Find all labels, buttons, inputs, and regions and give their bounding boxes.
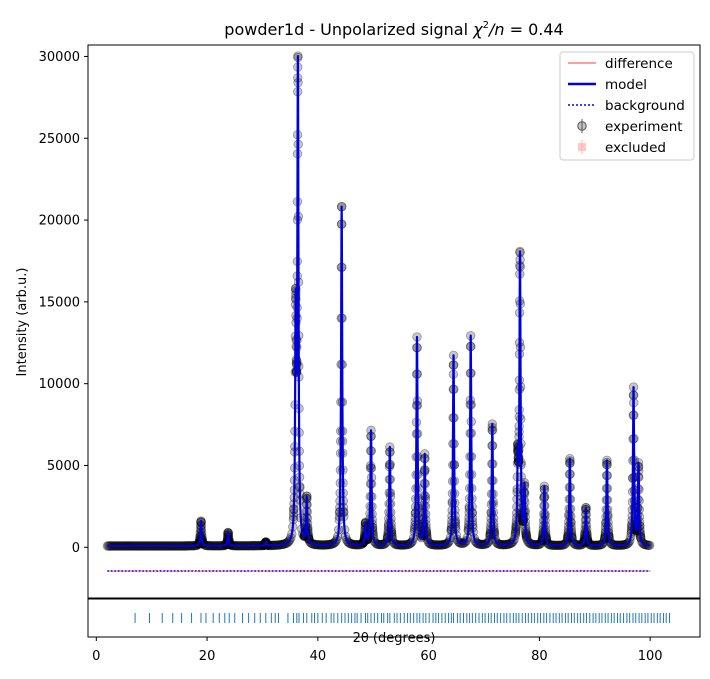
main-plot-frame — [87, 44, 701, 599]
svg-text:experiment: experiment — [605, 119, 683, 135]
y-tick-label: 0 — [72, 541, 80, 556]
legend: difference model background experiment e… — [559, 51, 695, 161]
y-tick-label: 30000 — [39, 50, 80, 65]
svg-text:difference: difference — [605, 56, 673, 72]
y-axis-label: Intensity (arb.u.) — [15, 268, 30, 377]
svg-text:model: model — [605, 77, 647, 93]
y-tick-label: 25000 — [39, 132, 80, 147]
svg-text:background: background — [605, 98, 685, 114]
x-tick-label: 60 — [420, 649, 437, 664]
x-tick-label: 80 — [531, 649, 548, 664]
y-tick-label: 10000 — [39, 377, 80, 392]
x-axis-label: 2θ (degrees) — [353, 631, 436, 646]
svg-text:excluded: excluded — [605, 140, 666, 156]
x-tick-label: 0 — [92, 649, 100, 664]
chart-title: powder1d - Unpolarized signal χ2/n = 0.4… — [224, 20, 563, 39]
y-tick-label: 15000 — [39, 295, 80, 310]
x-tick-label: 100 — [638, 649, 663, 664]
y-tick-label: 20000 — [39, 214, 80, 229]
x-tick-label: 20 — [199, 649, 216, 664]
main-plot-area: 0 5000 10000 15000 20000 25000 30000 — [39, 44, 701, 599]
y-tick-label: 5000 — [47, 459, 80, 474]
x-tick-label: 40 — [310, 649, 327, 664]
